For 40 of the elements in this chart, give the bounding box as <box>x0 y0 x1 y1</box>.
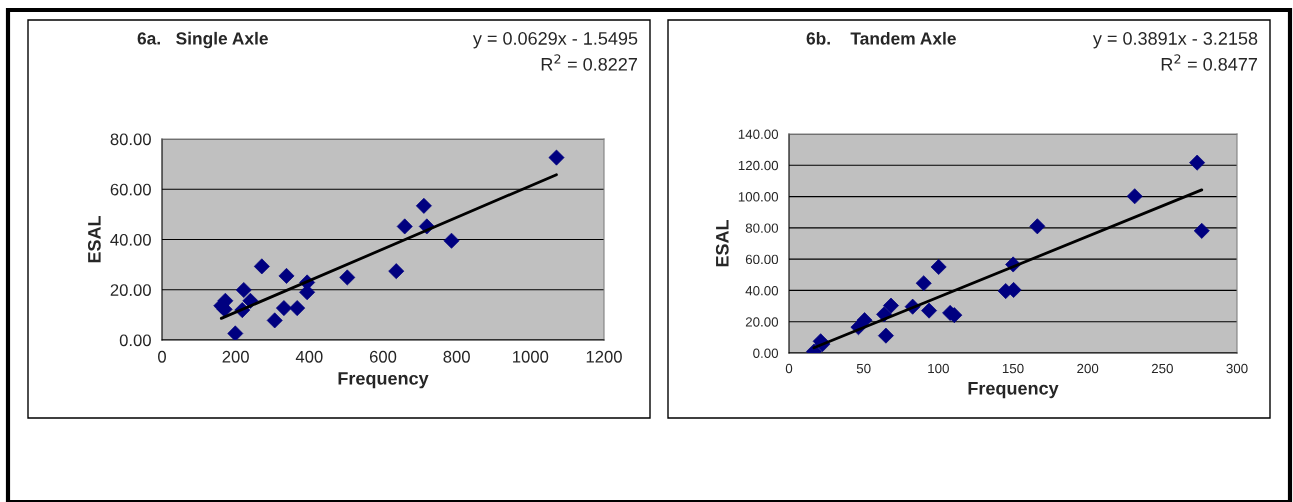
text: y = 0.3891x - 3.2158 <box>1092 32 1258 49</box>
y-tick-label: 60.00 <box>110 183 151 196</box>
x-tick-label: 0 <box>158 350 166 363</box>
x-tick-label: 200 <box>1077 363 1099 374</box>
y-axis-title: ESAL <box>87 215 101 263</box>
text: R$^{2}$ = 0.8227 <box>541 54 637 71</box>
y-tick-label: 20.00 <box>110 284 151 296</box>
text: y = 0.0629x - 1.5495 <box>472 32 638 49</box>
y-tick-label: 60.00 <box>745 254 779 265</box>
y-axis-title: ESAL <box>715 219 729 267</box>
x-tick-label: 300 <box>1226 363 1248 374</box>
x-tick-label: 400 <box>295 350 323 363</box>
x-tick-label: 0 <box>785 363 793 374</box>
y-tick-label: 0.00 <box>119 334 151 347</box>
x-tick-label: 200 <box>222 350 249 363</box>
x-tick-label: 1000 <box>513 350 549 363</box>
text: R$^{2}$ = 0.8477 <box>1161 54 1257 71</box>
x-tick-label: 150 <box>1002 363 1024 374</box>
y-tick-label: 140.00 <box>738 129 779 139</box>
y-tick-label: 40.00 <box>110 233 151 246</box>
x-axis-title: Frequency <box>968 382 1059 399</box>
x-tick-label: 600 <box>369 350 397 363</box>
y-tick-label: 80.00 <box>745 223 779 233</box>
x-tick-label: 1200 <box>586 350 622 363</box>
x-tick-label: 50 <box>856 363 871 374</box>
x-axis-title: Frequency <box>338 372 429 389</box>
point <box>930 259 947 275</box>
chart-title: 6a. Single Axle <box>137 31 268 49</box>
point <box>877 327 894 344</box>
chart-title: 6b. Tandem Axle <box>806 31 956 45</box>
x-tick-label: 250 <box>1151 363 1173 374</box>
x-tick-label: 800 <box>443 350 470 363</box>
x-tick-label: 100 <box>928 363 949 374</box>
y-tick-label: 0.00 <box>753 348 779 358</box>
y-tick-label: 120.00 <box>738 160 779 171</box>
y-tick-label: 80.00 <box>110 133 151 146</box>
y-tick-label: 20.00 <box>745 317 779 327</box>
point <box>1193 222 1210 239</box>
y-tick-label: 40.00 <box>745 285 779 296</box>
y-tick-label: 100.00 <box>738 192 779 202</box>
